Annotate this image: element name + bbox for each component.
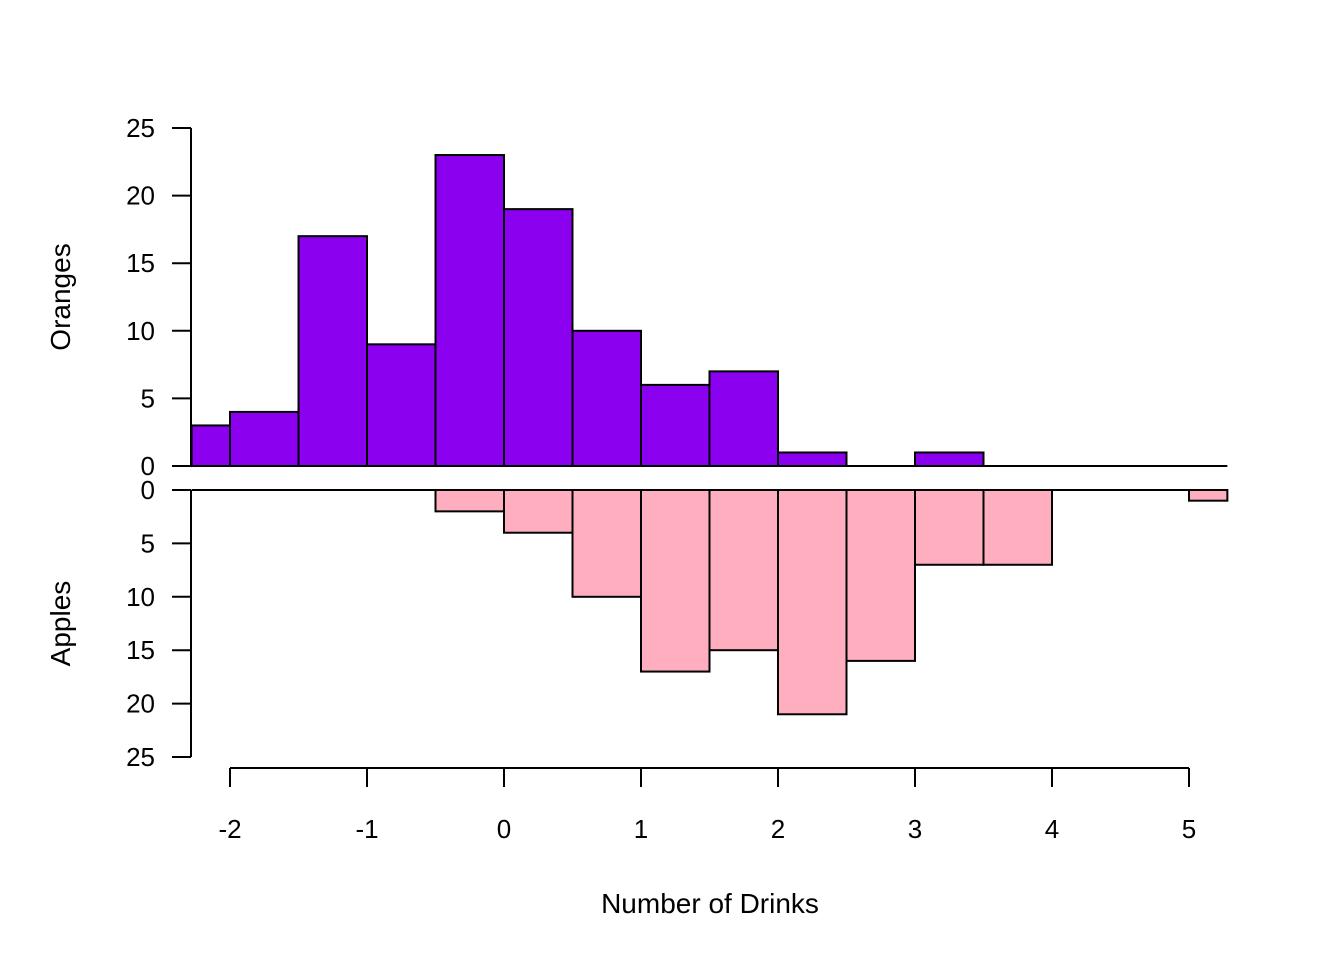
apples-axis-title: Apples — [45, 581, 76, 667]
oranges-panel: 0 5 10 15 20 25 Oranges — [45, 113, 1228, 481]
oranges-bar-11 — [914, 451, 985, 468]
apples-y-tick-label: 5 — [141, 528, 155, 558]
apples-y-tick-label: 15 — [126, 635, 155, 665]
apples-bar-7 — [914, 489, 985, 566]
apples-y-tick-label: 0 — [141, 475, 155, 505]
apples-panel: 0 5 10 15 20 25 Apples — [45, 475, 1229, 772]
apples-bar-3 — [640, 489, 711, 673]
oranges-y-axis: 0 5 10 15 20 25 — [126, 113, 192, 481]
oranges-bar-6 — [571, 329, 642, 467]
oranges-y-tick-label: 5 — [141, 383, 155, 413]
oranges-axis-title: Oranges — [45, 243, 76, 350]
apples-bar-0 — [434, 489, 505, 513]
oranges-bar-3 — [366, 343, 437, 468]
x-tick-label: 1 — [634, 814, 648, 844]
oranges-y-tick-label: 15 — [126, 248, 155, 278]
oranges-y-tick-label: 10 — [126, 316, 155, 346]
oranges-bar-4 — [434, 154, 505, 467]
apples-bar-5 — [777, 489, 848, 716]
x-tick-label: 5 — [1182, 814, 1196, 844]
oranges-y-tick-label: 20 — [126, 181, 155, 211]
x-tick-label: -1 — [355, 814, 378, 844]
apples-y-tick-label: 10 — [126, 582, 155, 612]
apples-bar-1 — [503, 489, 574, 534]
x-tick-label: 0 — [497, 814, 511, 844]
x-tick-label: 3 — [908, 814, 922, 844]
x-axis: -2 -1 0 1 2 3 4 5 — [218, 767, 1196, 844]
x-tick-label: 4 — [1045, 814, 1059, 844]
apples-bar-11 — [1188, 489, 1229, 502]
oranges-y-tick-label: 0 — [141, 451, 155, 481]
oranges-bar-2 — [297, 235, 368, 467]
x-axis-title: Number of Drinks — [601, 888, 819, 919]
apples-bar-2 — [571, 489, 642, 598]
apples-bar-6 — [845, 489, 916, 662]
oranges-bars — [190, 154, 1228, 468]
apples-y-tick-label: 20 — [126, 689, 155, 719]
apples-bars — [191, 489, 1229, 716]
apples-bar-8 — [982, 489, 1053, 566]
oranges-bar-5 — [503, 208, 574, 467]
oranges-bar-8 — [708, 370, 779, 467]
oranges-bar-7 — [640, 383, 711, 468]
apples-y-tick-label: 25 — [126, 742, 155, 772]
apples-bar-4 — [708, 489, 779, 652]
x-tick-label: -2 — [218, 814, 241, 844]
oranges-y-tick-label: 25 — [126, 113, 155, 143]
oranges-bar-1 — [229, 410, 300, 468]
oranges-bar-9 — [777, 451, 848, 468]
x-tick-label: 2 — [771, 814, 785, 844]
apples-y-axis: 0 5 10 15 20 25 — [126, 475, 192, 772]
oranges-bar-0 — [190, 424, 231, 468]
